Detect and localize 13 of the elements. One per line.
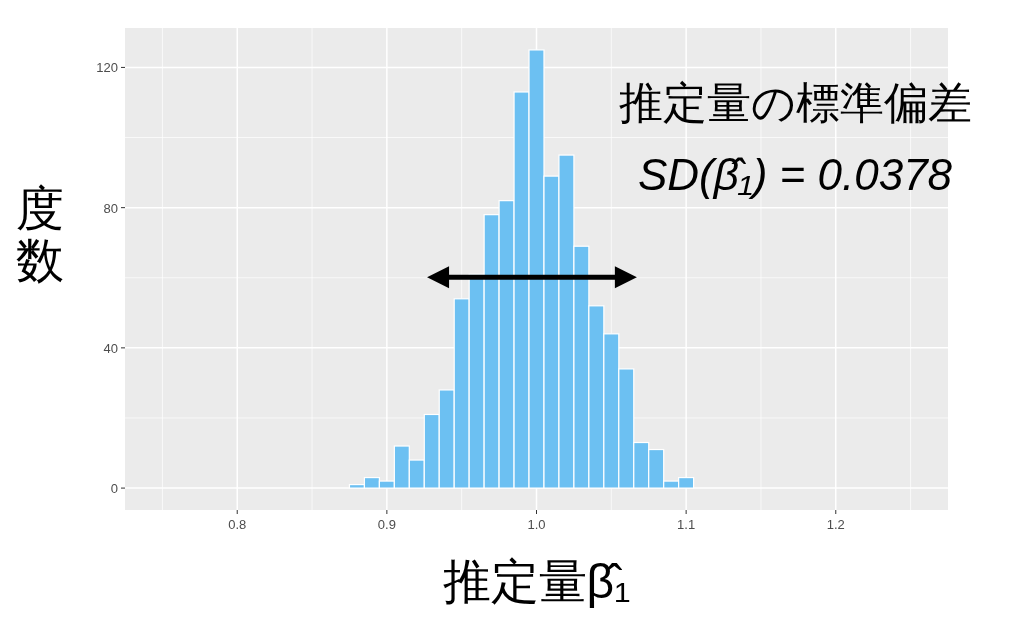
- x-axis-title: 推定量β̂₁: [442, 555, 631, 608]
- x-tick-label: 0.8: [228, 517, 247, 532]
- y-axis-title: 度数: [16, 182, 64, 287]
- x-tick-label: 1.1: [677, 517, 696, 532]
- y-tick-label: 120: [96, 60, 118, 76]
- y-tick-label: 80: [103, 200, 118, 216]
- y-tick-label: 40: [103, 340, 118, 356]
- y-tick-label: 0: [110, 481, 118, 497]
- x-tick-label: 1.2: [826, 517, 845, 532]
- annotation: SD(β̂₁) = 0.0378: [637, 150, 953, 199]
- x-tick-label: 1.0: [527, 517, 546, 532]
- x-tick-label: 0.9: [377, 517, 396, 532]
- annotation: 推定量の標準偏差: [618, 78, 972, 127]
